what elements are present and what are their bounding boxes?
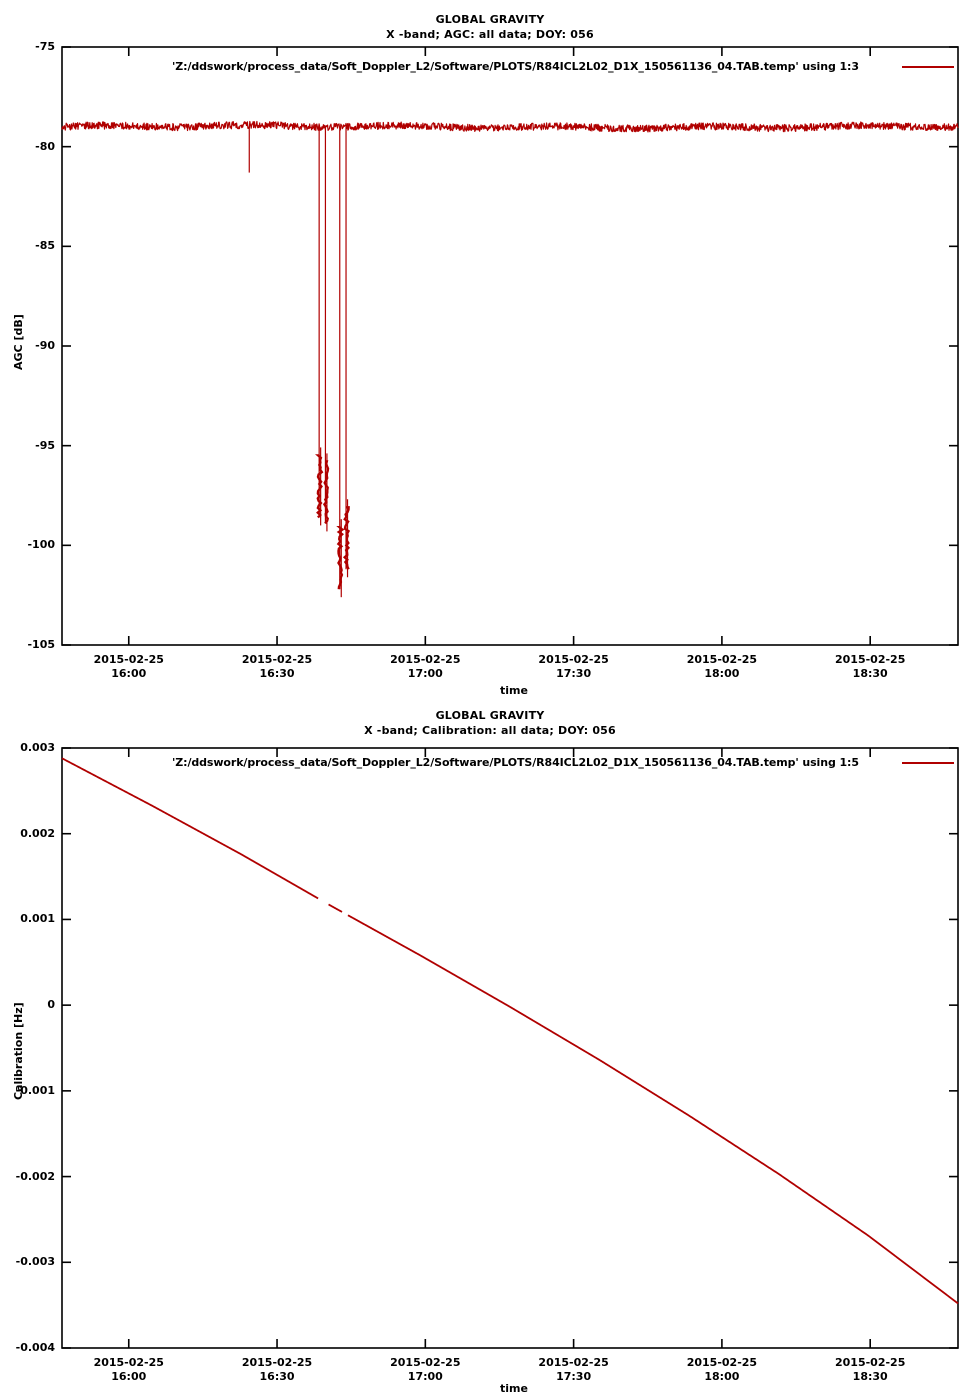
x-tick-label: 2015-02-25 18:30 bbox=[810, 1356, 930, 1384]
chart-title-agc: GLOBAL GRAVITY X -band; AGC: all data; D… bbox=[0, 12, 980, 42]
plot-area-agc bbox=[61, 46, 959, 646]
x-tick-label: 2015-02-25 16:30 bbox=[217, 1356, 337, 1384]
y-tick-label: -0.004 bbox=[15, 1341, 55, 1354]
x-tick-label: 2015-02-25 16:30 bbox=[217, 653, 337, 681]
data-trace-calibration bbox=[61, 757, 959, 1305]
chart-panel-agc: GLOBAL GRAVITY X -band; AGC: all data; D… bbox=[0, 12, 980, 697]
x-tick-label: 2015-02-25 16:00 bbox=[69, 1356, 189, 1384]
chart-subtitle-line2: X -band; AGC: all data; DOY: 056 bbox=[386, 28, 594, 41]
x-tick-date: 2015-02-25 bbox=[686, 1356, 758, 1369]
x-tick-time: 17:00 bbox=[407, 667, 443, 680]
x-axis-label-calibration: time bbox=[500, 1382, 528, 1395]
x-tick-date: 2015-02-25 bbox=[93, 1356, 164, 1369]
plot-area-calibration bbox=[61, 747, 959, 1349]
x-tick-date: 2015-02-25 bbox=[390, 653, 461, 666]
legend-line-sample-agc bbox=[902, 66, 954, 68]
x-tick-label: 2015-02-25 17:30 bbox=[514, 653, 634, 681]
x-tick-time: 16:30 bbox=[259, 1370, 295, 1383]
x-tick-time: 16:00 bbox=[111, 667, 147, 680]
y-tick-label: -0.002 bbox=[15, 1169, 55, 1183]
legend-label-agc: 'Z:/ddswork/process_data/Soft_Doppler_L2… bbox=[172, 60, 859, 73]
y-tick-label: -80 bbox=[35, 139, 55, 153]
y-tick-label: 0.001 bbox=[20, 912, 55, 926]
x-tick-time: 18:00 bbox=[704, 667, 740, 680]
x-tick-label: 2015-02-25 17:00 bbox=[365, 653, 485, 681]
x-tick-time: 18:30 bbox=[852, 667, 888, 680]
x-tick-time: 16:00 bbox=[111, 1370, 147, 1383]
x-tick-date: 2015-02-25 bbox=[686, 653, 758, 666]
x-tick-date: 2015-02-25 bbox=[93, 653, 164, 666]
x-tick-label: 2015-02-25 17:00 bbox=[365, 1356, 485, 1384]
y-tick-label: 0.003 bbox=[20, 741, 55, 754]
y-tick-label: 0 bbox=[47, 998, 55, 1012]
x-tick-date: 2015-02-25 bbox=[241, 1356, 313, 1369]
data-trace-agc bbox=[61, 120, 959, 598]
chart-title-line1: GLOBAL GRAVITY bbox=[435, 13, 545, 26]
x-tick-time: 17:00 bbox=[407, 1370, 443, 1383]
x-axis-label-agc: time bbox=[500, 684, 528, 697]
x-tick-time: 17:30 bbox=[556, 667, 592, 680]
y-tick-label: -95 bbox=[35, 438, 55, 452]
y-tick-label: -90 bbox=[35, 339, 55, 352]
x-tick-time: 16:30 bbox=[259, 667, 295, 680]
chart-title-line1: GLOBAL GRAVITY bbox=[435, 709, 545, 722]
x-tick-time: 18:30 bbox=[852, 1370, 888, 1383]
x-tick-time: 18:00 bbox=[704, 1370, 740, 1383]
plot-frame-calibration bbox=[61, 747, 959, 1349]
y-tick-label: -75 bbox=[35, 40, 55, 53]
plot-ticks-calibration bbox=[62, 747, 958, 1349]
y-tick-label: -0.003 bbox=[15, 1255, 55, 1269]
x-tick-label: 2015-02-25 18:30 bbox=[810, 653, 930, 681]
y-tick-label: 0.002 bbox=[20, 826, 55, 840]
y-tick-label: -100 bbox=[27, 538, 55, 552]
x-tick-date: 2015-02-25 bbox=[538, 1356, 609, 1369]
x-tick-date: 2015-02-25 bbox=[835, 653, 906, 666]
chart-subtitle-line2: X -band; Calibration: all data; DOY: 056 bbox=[364, 724, 616, 737]
x-tick-date: 2015-02-25 bbox=[390, 1356, 461, 1369]
x-tick-date: 2015-02-25 bbox=[538, 653, 609, 666]
legend-line-sample-calibration bbox=[902, 762, 954, 764]
x-tick-label: 2015-02-25 18:00 bbox=[662, 653, 782, 681]
x-tick-time: 17:30 bbox=[556, 1370, 592, 1383]
y-tick-label: -85 bbox=[35, 239, 55, 253]
y-tick-label: -105 bbox=[27, 638, 55, 651]
x-tick-label: 2015-02-25 16:00 bbox=[69, 653, 189, 681]
x-tick-label: 2015-02-25 17:30 bbox=[514, 1356, 634, 1384]
plot-ticks-agc bbox=[62, 46, 958, 646]
x-tick-label: 2015-02-25 18:00 bbox=[662, 1356, 782, 1384]
x-tick-date: 2015-02-25 bbox=[241, 653, 313, 666]
plot-frame-agc bbox=[61, 46, 959, 646]
chart-panel-calibration: GLOBAL GRAVITY X -band; Calibration: all… bbox=[0, 700, 980, 1400]
legend-label-calibration: 'Z:/ddswork/process_data/Soft_Doppler_L2… bbox=[172, 756, 859, 769]
chart-title-calibration: GLOBAL GRAVITY X -band; Calibration: all… bbox=[0, 708, 980, 738]
y-tick-label: -0.001 bbox=[15, 1083, 55, 1097]
x-tick-date: 2015-02-25 bbox=[835, 1356, 906, 1369]
